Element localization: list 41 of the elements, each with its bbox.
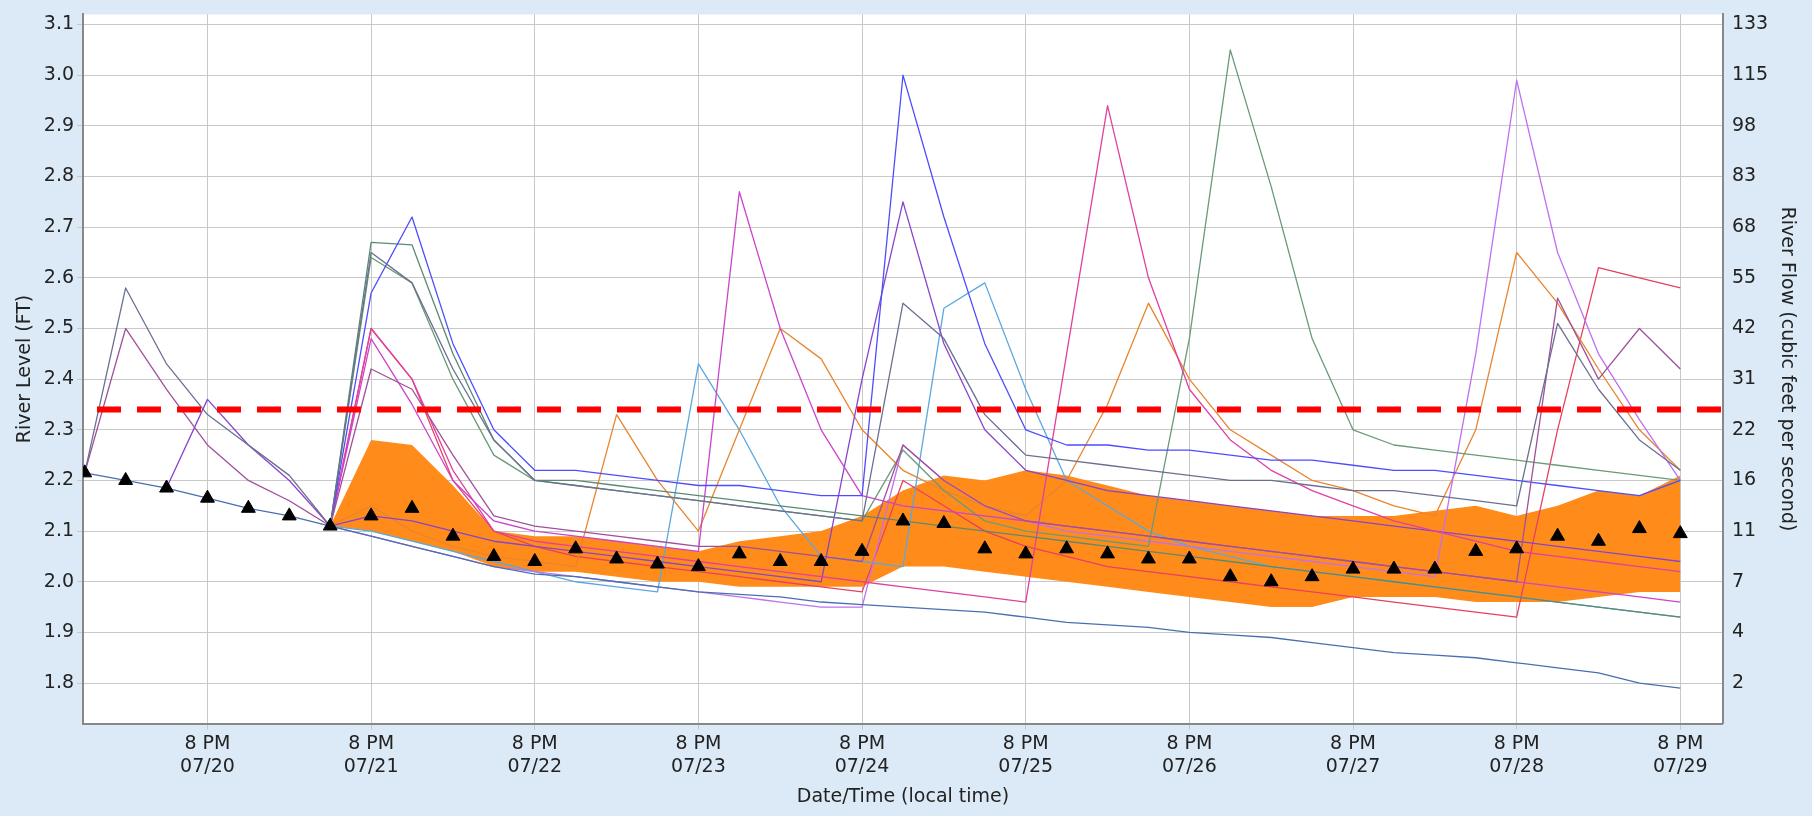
y-axis-title: River Level (FT) [12,294,35,444]
y-tick-label: 1.9 [43,619,75,642]
category-label: 55 [1731,264,1757,287]
y-tick-label: 3.1 [43,11,75,34]
x-tick-label: 8 PM 07/22 [507,730,563,776]
y-tick-label: 1.8 [43,670,75,693]
y-tick-label: 2.4 [43,366,75,389]
category-label: 11 [1731,518,1757,541]
y-tick-label: 2.2 [43,467,75,490]
y-tick-label: 2.9 [43,112,75,135]
category-label: 115 [1731,62,1769,85]
category-label: 68 [1731,214,1757,237]
x-tick-label: 8 PM 07/21 [343,730,399,776]
category-label: 83 [1731,163,1757,186]
category-label: 4 [1731,619,1745,642]
category-label: 2 [1731,670,1745,693]
x-tick-label: 8 PM 07/23 [671,730,726,776]
x-tick-label: 8 PM 07/28 [1489,730,1545,776]
category-label: 98 [1731,112,1757,135]
category-label: 42 [1731,315,1757,338]
x-tick-label: 8 PM 07/29 [1652,730,1708,776]
y-tick-label: 2.7 [43,214,75,237]
category-label: 31 [1731,366,1757,389]
y-tick-label: 2.1 [43,518,75,541]
y-tick-label: 2.0 [43,568,75,591]
category-label: 133 [1731,11,1769,34]
category-label: 7 [1731,568,1745,591]
x-tick-label: 8 PM 07/27 [1325,730,1381,776]
y-tick-label: 3.0 [43,62,75,85]
category-label: 22 [1731,416,1757,439]
x-tick-label: 8 PM 07/20 [180,730,235,776]
y-tick-label: 2.8 [43,163,75,186]
x-tick-label: 8 PM 07/25 [998,730,1054,776]
x-tick-label: 8 PM 07/24 [834,730,890,776]
y2-axis-title: River Flow (cubic feet per second) [1777,206,1800,532]
x-axis-title: Date/Time (local time) [796,783,1010,806]
y-tick-label: 2.6 [43,264,75,287]
x-tick-label: 8 PM 07/26 [1161,730,1217,776]
y-tick-label: 2.3 [43,416,75,439]
y-tick-label: 2.5 [43,315,75,338]
category-label: 16 [1731,467,1757,490]
